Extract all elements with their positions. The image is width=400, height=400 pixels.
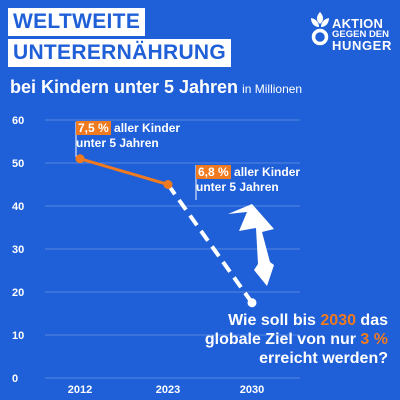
annotation-2023: 6,8 % aller Kinder unter 5 Jahren [196, 165, 300, 195]
annotation-2012-text-2: unter 5 Jahren [76, 136, 159, 150]
annotation-2012-value: 7,5 % [76, 121, 111, 135]
data-point [75, 154, 85, 164]
annotation-2023-text-1: aller Kinder [234, 165, 301, 179]
data-point [247, 298, 257, 308]
trend-line [79, 157, 169, 186]
x-tick-label: 2023 [156, 384, 180, 396]
y-tick-label: 50 [12, 158, 24, 170]
unit-label: in Millionen [242, 82, 303, 96]
question-part-2: das [355, 312, 388, 329]
question-part-1: Wie soll bis [228, 312, 321, 329]
data-point [163, 180, 173, 189]
projection-line [166, 183, 254, 304]
subtitle: bei Kindern unter 5 Jahren in Millionen [10, 77, 302, 98]
logo-text: AKTION GEGEN DEN HUNGER [332, 16, 392, 53]
goal-question: Wie soll bis 2030 das globale Ziel von n… [205, 311, 388, 368]
x-tick-label: 2030 [240, 384, 264, 396]
logo-line-2: GEGEN DEN [332, 29, 390, 40]
zigzag-arrow-icon [228, 204, 274, 286]
y-tick-label: 0 [12, 373, 18, 385]
title-line-2: UNTERERNÄHRUNG [8, 39, 232, 67]
y-tick-label: 20 [12, 287, 24, 299]
x-tick-label: 2012 [68, 384, 92, 396]
y-tick-label: 30 [12, 244, 24, 256]
logo-line-1: AKTION [332, 16, 384, 31]
annotation-2023-value: 6,8 % [196, 165, 231, 179]
title-line-1: WELTWEITE [8, 8, 146, 36]
question-part-4: erreicht werden? [259, 350, 388, 367]
annotation-2012-text-1: aller Kinder [114, 121, 181, 135]
y-tick-label: 40 [12, 201, 24, 213]
question-target: 3 % [360, 331, 388, 348]
question-year: 2030 [320, 312, 356, 329]
y-tick-label: 10 [12, 330, 24, 342]
question-part-3: globale Ziel von nur [204, 331, 361, 348]
logo-line-3: HUNGER [332, 38, 392, 53]
y-tick-label: 60 [12, 115, 24, 127]
wheat-person-icon [311, 12, 329, 46]
annotation-2012: 7,5 % aller Kinder unter 5 Jahren [76, 121, 180, 151]
subtitle-text: bei Kindern unter 5 Jahren [10, 77, 239, 97]
annotation-2023-text-2: unter 5 Jahren [196, 180, 279, 194]
